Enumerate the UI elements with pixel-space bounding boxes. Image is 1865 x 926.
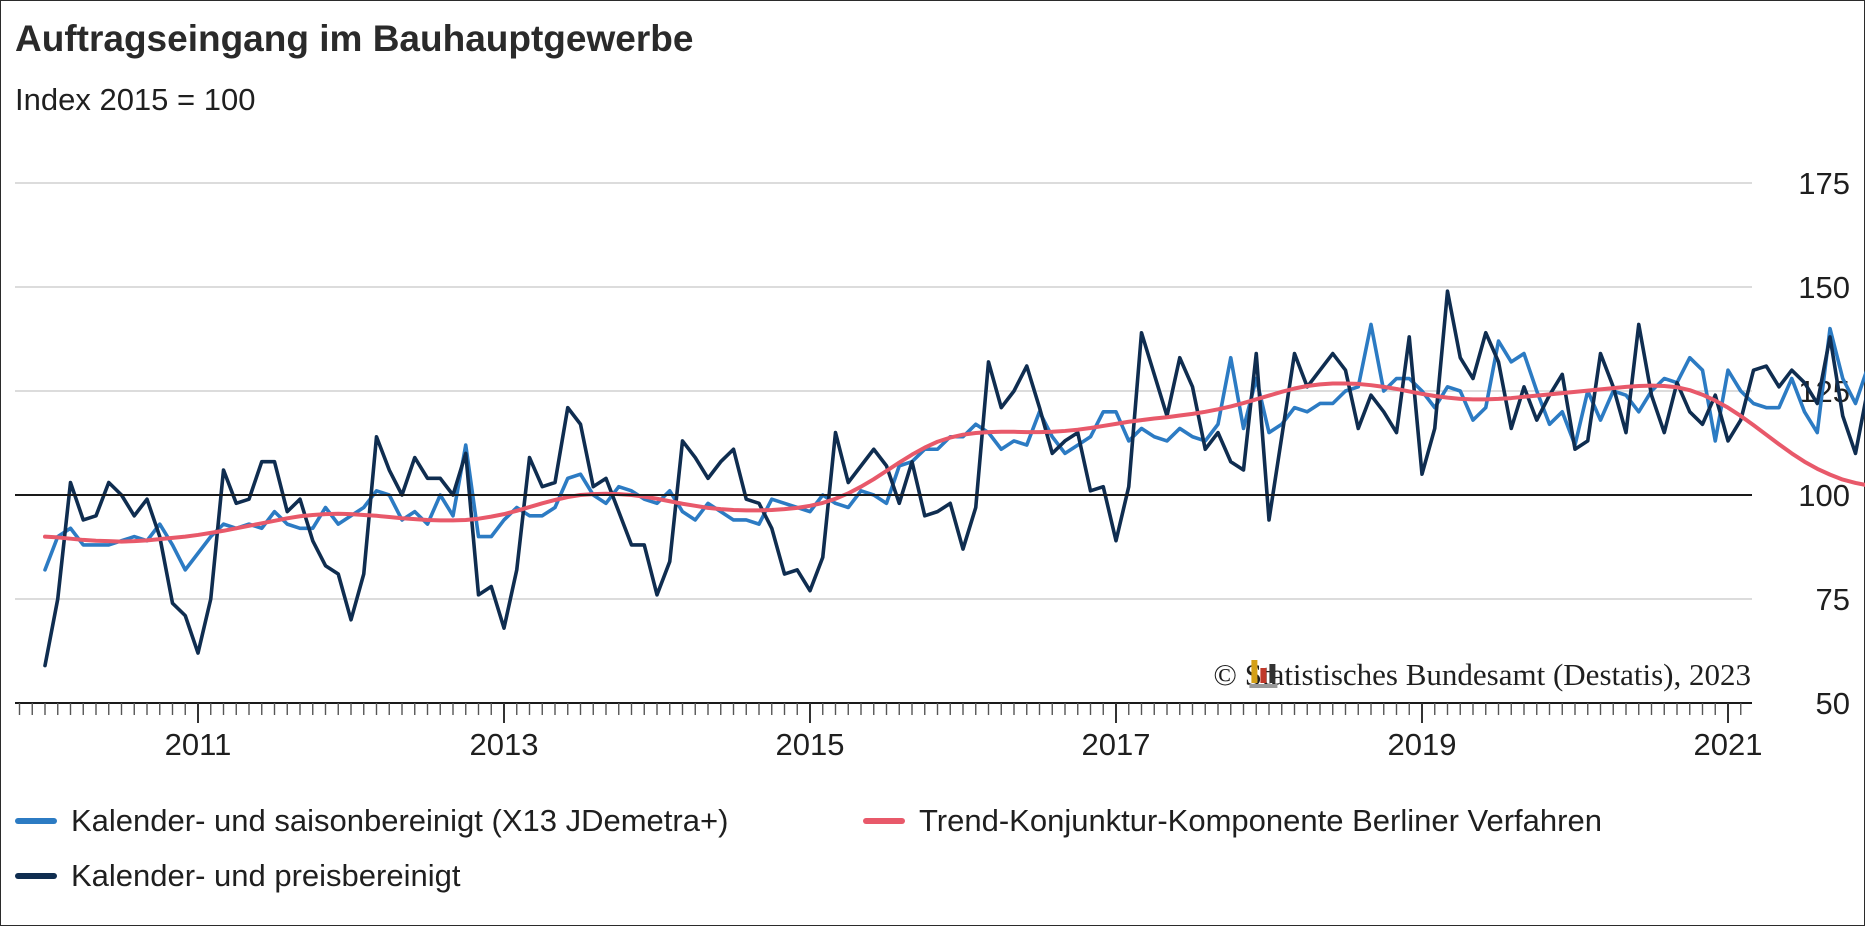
x-tick-label-2013: 2013 <box>470 727 539 762</box>
legend-item-trend: Trend-Konjunktur-Komponente Berliner Ver… <box>863 803 1602 839</box>
x-tick-label-2017: 2017 <box>1082 727 1151 762</box>
series-line-preis <box>43 289 1865 668</box>
legend-item-saison: Kalender- und saisonbereinigt (X13 JDeme… <box>15 803 728 839</box>
legend-label-saison: Kalender- und saisonbereinigt (X13 JDeme… <box>71 803 729 838</box>
chart-title: Auftragseingang im Bauhauptgewerbe <box>15 18 694 59</box>
logo-base <box>1249 684 1278 688</box>
legend-swatch-preis <box>15 873 57 879</box>
legend-swatch-trend <box>863 818 905 824</box>
x-tick-label-2021: 2021 <box>1694 727 1763 762</box>
copyright-notice: © Statistisches Bundesamt (Destatis), 20… <box>1213 657 1751 692</box>
y-tick-label-150: 150 <box>1798 270 1850 305</box>
grid-lines <box>15 182 1752 600</box>
y-tick-label-75: 75 <box>1816 582 1850 617</box>
copyright-text: © Statistisches Bundesamt (Destatis), 20… <box>1213 657 1751 692</box>
x-tick-label-2019: 2019 <box>1388 727 1457 762</box>
legend-label-trend: Trend-Konjunktur-Komponente Berliner Ver… <box>919 803 1602 838</box>
legend-item-preis: Kalender- und preisbereinigt <box>15 858 460 894</box>
series-lines <box>15 289 1865 668</box>
series-line-saison <box>43 322 1865 572</box>
legend-swatch-saison <box>15 818 57 824</box>
x-axis: 2011201320152017201920212023 <box>15 702 1763 762</box>
logo-bar-2 <box>1260 668 1267 683</box>
chart-subtitle: Index 2015 = 100 <box>15 82 256 117</box>
logo-bar-1 <box>1251 660 1258 683</box>
y-tick-label-100: 100 <box>1798 478 1850 513</box>
legend-label-preis: Kalender- und preisbereinigt <box>71 858 461 893</box>
y-tick-label-175: 175 <box>1798 166 1850 201</box>
x-tick-label-2011: 2011 <box>165 727 232 762</box>
series-line-trend <box>43 381 1865 544</box>
logo-bar-3 <box>1269 664 1276 683</box>
destatis-logo-icon <box>1249 660 1278 688</box>
y-tick-label-50: 50 <box>1816 686 1850 721</box>
x-tick-label-2015: 2015 <box>776 727 845 762</box>
